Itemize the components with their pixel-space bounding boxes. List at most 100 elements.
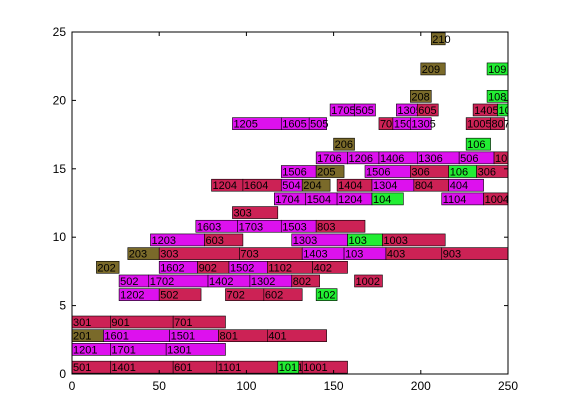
bar-label: 603 <box>206 235 224 247</box>
bar-label: 1502 <box>230 262 254 274</box>
bar <box>315 219 366 233</box>
bar-label: 1706 <box>317 153 341 165</box>
y-tick-label: 5 <box>59 299 66 313</box>
x-tick-label: 250 <box>498 379 518 393</box>
bar <box>441 247 508 260</box>
bar-label: 1305 <box>397 105 421 117</box>
bar-label: 1006 <box>495 153 519 165</box>
bar-label: 108 <box>488 91 506 103</box>
bar-label: 1101 <box>218 362 242 374</box>
bar <box>315 288 338 301</box>
axes: 0 50 100 150 200 250 0 5 10 15 20 25 <box>53 25 519 393</box>
bar-label: 1703 <box>239 221 263 233</box>
y-tick-label: 20 <box>53 93 67 107</box>
bar <box>315 165 345 178</box>
bar-label: 1604 <box>244 180 268 192</box>
bar-label: 1104 <box>443 194 467 206</box>
bar-label: 506 <box>460 153 478 165</box>
bar-label: 1204 <box>213 180 237 192</box>
bar <box>308 117 327 130</box>
bar-label: 701 <box>174 317 192 329</box>
bar-label: 1003 <box>383 235 407 247</box>
bar-label: 303 <box>233 208 251 220</box>
bar-label: 1304 <box>373 180 397 192</box>
bar <box>476 165 508 178</box>
x-tick-label: 100 <box>236 379 256 393</box>
bar-label: 203 <box>129 249 147 261</box>
bar-label: 204 <box>303 180 321 192</box>
bar-label: 903 <box>443 249 461 261</box>
bar-label: 801 <box>219 331 237 343</box>
bar-label: 208 <box>411 91 429 103</box>
bar <box>172 315 226 329</box>
bar-label: 1303 <box>293 235 317 247</box>
bar-label: 301 <box>73 317 91 329</box>
bar <box>263 288 303 301</box>
bar-label: 1301 <box>167 344 191 356</box>
bar-label: 601 <box>174 362 192 374</box>
bar-label: 1201 <box>73 344 97 356</box>
bar-label: 1402 <box>209 276 233 288</box>
bar <box>354 274 383 288</box>
bar-label: 205 <box>317 167 335 179</box>
bar <box>420 62 446 76</box>
bar-label: 402 <box>314 262 332 274</box>
bar-label: 401 <box>268 331 286 343</box>
bar-label: 901 <box>111 317 129 329</box>
x-tick-label: 0 <box>69 379 76 393</box>
bar <box>158 288 202 301</box>
bar-label: 804 <box>415 180 433 192</box>
bar-label: 102 <box>317 290 335 302</box>
bar-label: 1602 <box>160 262 184 274</box>
x-tick-label: 200 <box>411 379 431 393</box>
bar-label: 1305 <box>411 119 435 131</box>
bar-label: 902 <box>199 262 217 274</box>
bar <box>497 103 508 117</box>
bar-label: 703 <box>240 249 258 261</box>
bar <box>486 62 508 76</box>
bar-label: 105 <box>499 105 517 117</box>
bar <box>312 260 348 274</box>
bar-label: 1302 <box>251 276 275 288</box>
bar-label: 1503 <box>282 221 306 233</box>
bar <box>490 117 505 130</box>
bar <box>410 89 432 103</box>
bar-label: 1405 <box>474 105 498 117</box>
bar <box>301 360 348 374</box>
bar-label: 1601 <box>104 331 128 343</box>
bar-label: 303 <box>160 249 178 261</box>
bar-label: 1202 <box>120 290 144 302</box>
bar <box>382 233 446 247</box>
y-tick-label: 0 <box>59 367 66 381</box>
bar-label: 605 <box>418 105 436 117</box>
bar-label: 803 <box>317 221 335 233</box>
x-tick-label: 50 <box>153 379 167 393</box>
bar-label: 1204 <box>338 194 362 206</box>
bar <box>96 260 120 274</box>
bar-label: 103 <box>345 249 363 261</box>
bar-label: 1001 <box>303 362 327 374</box>
bar-label: 802 <box>293 276 311 288</box>
bar-label: 807 <box>492 119 510 131</box>
bar <box>410 117 432 130</box>
bar-label: 1701 <box>111 344 135 356</box>
bar-label: 103 <box>349 235 367 247</box>
bar <box>417 103 439 117</box>
bar-label: 1306 <box>418 153 442 165</box>
bar-label: 1702 <box>150 276 174 288</box>
bar-label: 502 <box>160 290 178 302</box>
bar-label: 101 <box>279 362 297 374</box>
bar <box>301 178 331 192</box>
bar-label: 106 <box>467 139 485 151</box>
bar <box>493 151 508 165</box>
bar <box>232 206 279 219</box>
bar <box>165 343 226 356</box>
bar-label: 1705 <box>331 105 355 117</box>
bar <box>354 103 376 117</box>
y-tick-label: 25 <box>53 25 67 39</box>
bar-label: 1205 <box>233 119 257 131</box>
y-tick-label: 10 <box>53 230 67 244</box>
bar-label: 1506 <box>282 167 306 179</box>
bar <box>430 32 446 46</box>
